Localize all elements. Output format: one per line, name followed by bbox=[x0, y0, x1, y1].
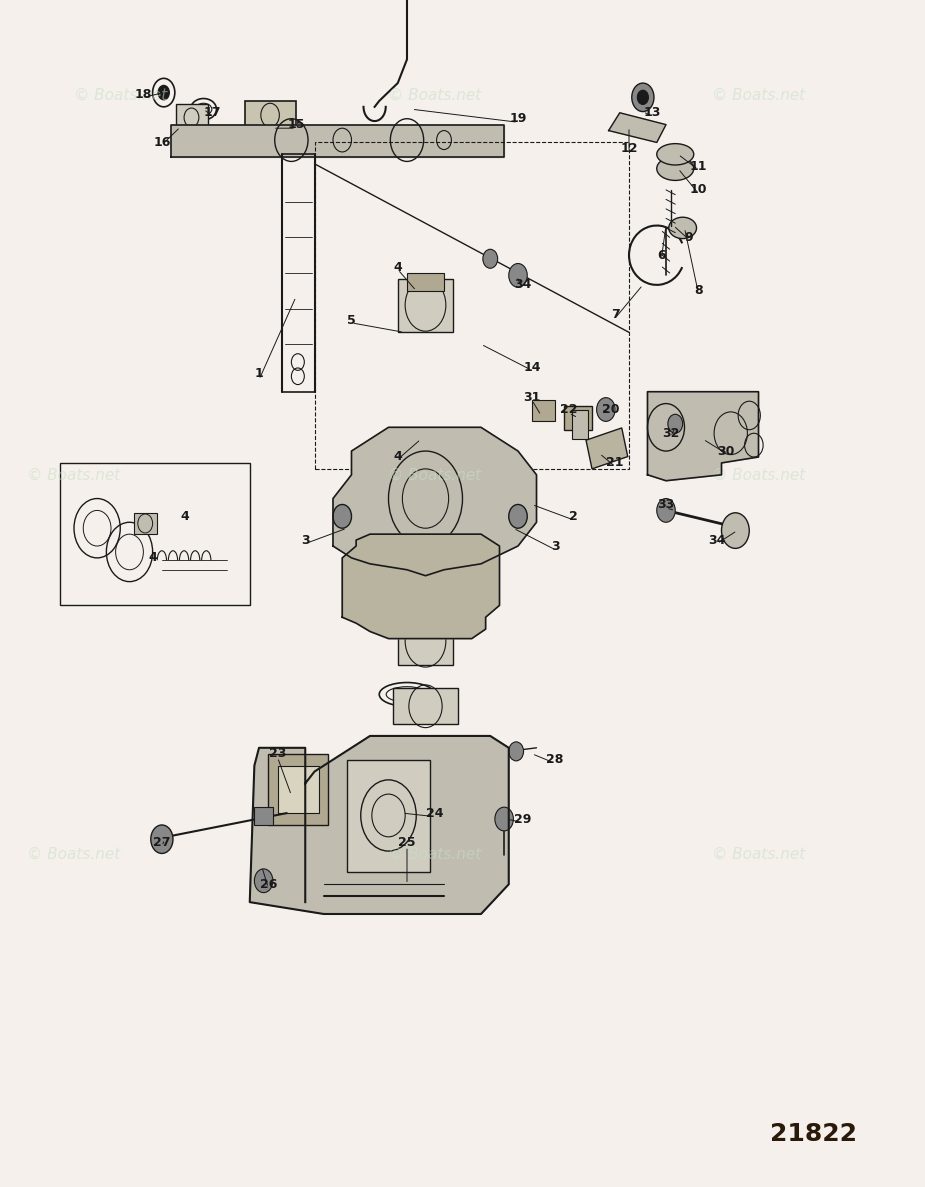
Text: 3: 3 bbox=[301, 534, 310, 546]
Text: 18: 18 bbox=[135, 89, 152, 101]
Circle shape bbox=[151, 825, 173, 853]
Circle shape bbox=[637, 90, 648, 104]
Polygon shape bbox=[333, 427, 536, 576]
Text: 7: 7 bbox=[610, 309, 620, 320]
Text: 16: 16 bbox=[154, 137, 170, 148]
Circle shape bbox=[509, 742, 524, 761]
Circle shape bbox=[722, 513, 749, 548]
Text: 34: 34 bbox=[514, 279, 531, 291]
Ellipse shape bbox=[657, 144, 694, 165]
Text: 26: 26 bbox=[260, 878, 277, 890]
Text: 15: 15 bbox=[288, 119, 304, 131]
Circle shape bbox=[597, 398, 615, 421]
Circle shape bbox=[509, 264, 527, 287]
Polygon shape bbox=[342, 534, 500, 639]
Text: 29: 29 bbox=[514, 813, 531, 825]
Text: 23: 23 bbox=[269, 748, 286, 760]
Text: © Boats.net: © Boats.net bbox=[712, 88, 805, 102]
Text: 33: 33 bbox=[658, 499, 674, 510]
Bar bbox=[314, 142, 629, 469]
Circle shape bbox=[158, 85, 169, 100]
Bar bbox=[134, 513, 157, 534]
Text: 19: 19 bbox=[510, 113, 526, 125]
Text: 13: 13 bbox=[644, 107, 660, 119]
Text: © Boats.net: © Boats.net bbox=[28, 848, 120, 862]
Text: © Boats.net: © Boats.net bbox=[28, 468, 120, 482]
Text: 6: 6 bbox=[657, 249, 666, 261]
Bar bbox=[347, 760, 430, 872]
Text: 25: 25 bbox=[399, 837, 415, 849]
Ellipse shape bbox=[669, 217, 697, 239]
Text: © Boats.net: © Boats.net bbox=[388, 848, 481, 862]
Bar bbox=[60, 463, 250, 605]
Text: 14: 14 bbox=[524, 362, 540, 374]
Polygon shape bbox=[648, 392, 758, 481]
Text: 5: 5 bbox=[347, 315, 356, 326]
Text: 9: 9 bbox=[684, 231, 694, 243]
Text: 8: 8 bbox=[694, 285, 703, 297]
Text: 22: 22 bbox=[561, 404, 577, 415]
Bar bbox=[176, 104, 208, 131]
Polygon shape bbox=[609, 113, 666, 142]
Text: 3: 3 bbox=[550, 540, 560, 552]
Text: 4: 4 bbox=[180, 510, 190, 522]
Text: 21: 21 bbox=[607, 457, 623, 469]
Bar bbox=[245, 101, 296, 131]
Text: © Boats.net: © Boats.net bbox=[388, 88, 481, 102]
Bar bbox=[572, 410, 588, 439]
Circle shape bbox=[668, 414, 683, 433]
Circle shape bbox=[657, 499, 675, 522]
Text: 30: 30 bbox=[718, 445, 734, 457]
Text: © Boats.net: © Boats.net bbox=[74, 88, 166, 102]
Bar bbox=[254, 807, 273, 825]
Text: 4: 4 bbox=[148, 552, 157, 564]
Polygon shape bbox=[171, 125, 504, 157]
Bar bbox=[393, 688, 458, 724]
Bar bbox=[407, 273, 444, 291]
Text: 10: 10 bbox=[690, 184, 707, 196]
Circle shape bbox=[509, 504, 527, 528]
Text: © Boats.net: © Boats.net bbox=[388, 468, 481, 482]
Text: 1: 1 bbox=[254, 368, 264, 380]
Bar bbox=[398, 279, 453, 332]
Circle shape bbox=[254, 869, 273, 893]
Text: 34: 34 bbox=[709, 534, 725, 546]
Circle shape bbox=[333, 504, 352, 528]
Text: 28: 28 bbox=[547, 754, 563, 766]
Text: 4: 4 bbox=[393, 451, 402, 463]
Text: 27: 27 bbox=[154, 837, 170, 849]
Text: 20: 20 bbox=[602, 404, 619, 415]
Ellipse shape bbox=[657, 157, 694, 180]
Bar bbox=[268, 754, 328, 825]
Text: © Boats.net: © Boats.net bbox=[712, 848, 805, 862]
Text: © Boats.net: © Boats.net bbox=[712, 468, 805, 482]
Text: 17: 17 bbox=[204, 107, 221, 119]
Text: 24: 24 bbox=[426, 807, 443, 819]
Circle shape bbox=[495, 807, 513, 831]
Text: 32: 32 bbox=[662, 427, 679, 439]
Circle shape bbox=[632, 83, 654, 112]
Text: 2: 2 bbox=[569, 510, 578, 522]
Circle shape bbox=[483, 249, 498, 268]
Text: 11: 11 bbox=[690, 160, 707, 172]
Bar bbox=[278, 766, 319, 813]
Text: 12: 12 bbox=[621, 142, 637, 154]
Bar bbox=[564, 406, 592, 430]
Text: 4: 4 bbox=[393, 261, 402, 273]
Bar bbox=[532, 400, 555, 421]
Polygon shape bbox=[250, 736, 509, 914]
Text: 31: 31 bbox=[524, 392, 540, 404]
Text: 21822: 21822 bbox=[771, 1122, 857, 1145]
Bar bbox=[398, 617, 453, 665]
Bar bbox=[586, 427, 628, 469]
